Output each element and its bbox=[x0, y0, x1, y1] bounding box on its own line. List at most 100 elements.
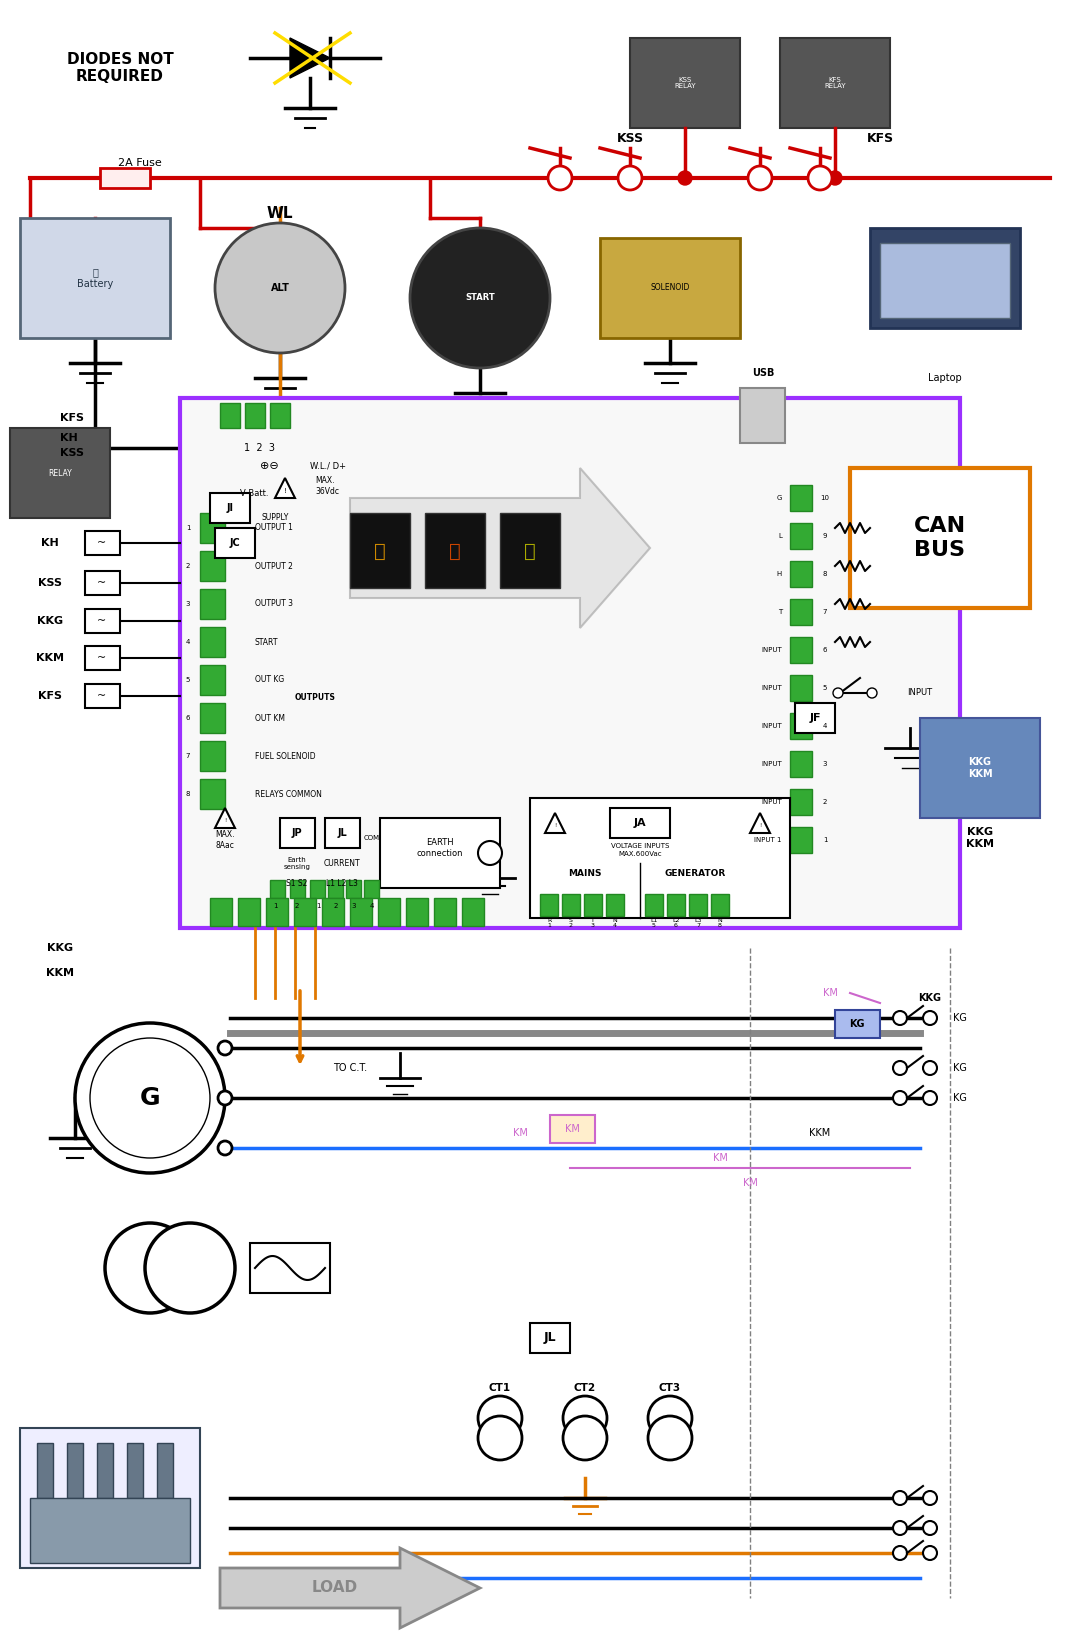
Text: KFS
RELAY: KFS RELAY bbox=[825, 76, 845, 89]
Text: JL: JL bbox=[544, 1332, 556, 1345]
Text: INPUT: INPUT bbox=[907, 689, 932, 697]
Bar bbox=[795, 704, 834, 733]
Bar bbox=[350, 513, 410, 588]
Bar bbox=[85, 646, 120, 671]
Bar bbox=[200, 666, 225, 695]
Bar bbox=[462, 898, 484, 926]
Bar bbox=[584, 893, 602, 916]
Text: V Batt.: V Batt. bbox=[240, 488, 269, 498]
Text: KM: KM bbox=[743, 1178, 757, 1188]
Text: 🛢: 🛢 bbox=[524, 542, 536, 560]
Text: 1: 1 bbox=[823, 837, 827, 844]
Bar bbox=[380, 817, 500, 888]
Text: START: START bbox=[466, 293, 495, 303]
Text: KM: KM bbox=[512, 1127, 528, 1139]
Text: KG: KG bbox=[953, 1093, 967, 1103]
Text: L1 L2 L3: L1 L2 L3 bbox=[326, 878, 358, 888]
Text: LOAD: LOAD bbox=[312, 1580, 358, 1595]
Bar bbox=[238, 898, 260, 926]
Text: OUTPUT 2: OUTPUT 2 bbox=[255, 562, 293, 570]
Bar bbox=[180, 399, 960, 928]
Text: WL: WL bbox=[267, 206, 294, 221]
Text: CAN
BUS: CAN BUS bbox=[914, 516, 966, 560]
Text: OUTPUT 3: OUTPUT 3 bbox=[255, 600, 293, 608]
Text: RELAYS COMMON: RELAYS COMMON bbox=[255, 789, 322, 799]
Text: 8: 8 bbox=[823, 570, 827, 577]
Polygon shape bbox=[275, 478, 295, 498]
Bar bbox=[322, 898, 344, 926]
Text: INPUT: INPUT bbox=[762, 686, 782, 691]
Text: JF: JF bbox=[809, 714, 820, 723]
Text: ⊕⊖: ⊕⊖ bbox=[260, 461, 279, 471]
Bar bbox=[790, 789, 812, 816]
Circle shape bbox=[833, 687, 843, 699]
Text: 1: 1 bbox=[186, 526, 190, 531]
Circle shape bbox=[410, 227, 551, 368]
Text: 2: 2 bbox=[295, 903, 299, 910]
Bar bbox=[290, 880, 305, 898]
Text: Earth
sensing: Earth sensing bbox=[284, 857, 310, 870]
Text: L3
7: L3 7 bbox=[694, 918, 702, 928]
Text: OUTPUT 1: OUTPUT 1 bbox=[255, 524, 293, 532]
Text: L1
5: L1 5 bbox=[651, 918, 657, 928]
Text: 2: 2 bbox=[823, 799, 827, 804]
Bar bbox=[97, 1444, 113, 1498]
Text: KH: KH bbox=[41, 537, 59, 549]
Bar bbox=[790, 751, 812, 776]
Text: 2: 2 bbox=[334, 903, 338, 910]
Text: ~: ~ bbox=[97, 691, 107, 700]
Polygon shape bbox=[750, 812, 770, 832]
Bar bbox=[200, 780, 225, 809]
Text: ~: ~ bbox=[97, 616, 107, 626]
Text: OUT KG: OUT KG bbox=[255, 676, 284, 684]
Circle shape bbox=[808, 166, 832, 190]
Bar bbox=[350, 898, 372, 926]
Bar bbox=[870, 227, 1019, 328]
Bar bbox=[790, 485, 812, 511]
Text: VOLTAGE INPUTS
MAX.600Vac: VOLTAGE INPUTS MAX.600Vac bbox=[610, 844, 669, 857]
Text: MAX.
8Aac: MAX. 8Aac bbox=[215, 831, 235, 850]
Text: R
1: R 1 bbox=[547, 918, 552, 928]
Text: CT2: CT2 bbox=[574, 1383, 596, 1393]
Text: 2: 2 bbox=[186, 564, 190, 569]
Text: ⛽: ⛽ bbox=[374, 542, 386, 560]
Text: T
3: T 3 bbox=[591, 918, 595, 928]
Circle shape bbox=[478, 1396, 522, 1440]
Bar bbox=[540, 893, 558, 916]
Text: COM: COM bbox=[364, 836, 380, 840]
Text: KSS
RELAY: KSS RELAY bbox=[675, 76, 696, 89]
Text: CT3: CT3 bbox=[659, 1383, 681, 1393]
Text: G: G bbox=[777, 494, 782, 501]
Bar bbox=[434, 898, 456, 926]
Bar bbox=[200, 513, 225, 542]
Bar bbox=[790, 598, 812, 625]
Bar bbox=[85, 531, 120, 555]
Text: START: START bbox=[255, 638, 279, 646]
Text: JC: JC bbox=[230, 537, 240, 549]
Text: !: ! bbox=[224, 819, 226, 824]
Text: ~: ~ bbox=[97, 653, 107, 662]
Bar bbox=[10, 428, 110, 517]
Text: FUEL SOLENOID: FUEL SOLENOID bbox=[255, 751, 316, 760]
Bar bbox=[530, 798, 790, 918]
Circle shape bbox=[90, 1038, 210, 1159]
Bar bbox=[270, 404, 290, 428]
Text: 6: 6 bbox=[823, 648, 827, 653]
Bar bbox=[157, 1444, 173, 1498]
Circle shape bbox=[218, 1140, 232, 1155]
Bar bbox=[327, 880, 343, 898]
Bar bbox=[880, 242, 1010, 318]
Bar bbox=[37, 1444, 53, 1498]
Bar bbox=[210, 898, 232, 926]
Text: JP: JP bbox=[292, 827, 302, 837]
Text: DIODES NOT
REQUIRED: DIODES NOT REQUIRED bbox=[66, 51, 173, 84]
Bar bbox=[100, 168, 150, 188]
Text: 4: 4 bbox=[186, 639, 190, 644]
Text: SUPPLY: SUPPLY bbox=[261, 514, 288, 522]
Bar bbox=[265, 898, 288, 926]
Text: CURRENT: CURRENT bbox=[324, 859, 360, 867]
Text: OUT KM: OUT KM bbox=[255, 714, 285, 722]
Polygon shape bbox=[545, 812, 565, 832]
Bar bbox=[834, 1010, 880, 1038]
Bar bbox=[67, 1444, 83, 1498]
